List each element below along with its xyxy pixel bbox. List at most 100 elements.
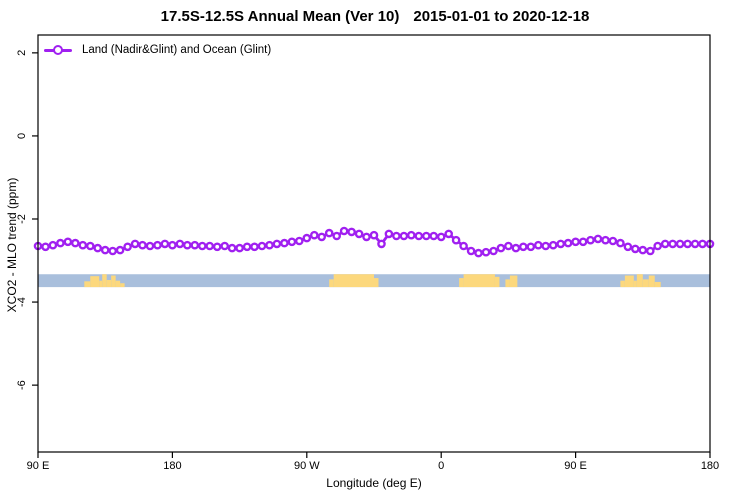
data-point-marker xyxy=(347,227,356,237)
data-point-marker xyxy=(153,240,162,250)
y-tick-label: -4 xyxy=(16,297,28,307)
data-point-marker xyxy=(71,238,80,248)
land-patch-australia-west-end xyxy=(90,276,100,288)
y-tick-label: 0 xyxy=(16,133,28,139)
data-point-marker xyxy=(646,246,655,256)
data-point-marker xyxy=(451,235,461,245)
data-point-marker xyxy=(63,237,73,247)
land-patch-australia-east-end xyxy=(624,275,634,288)
data-point-marker xyxy=(541,241,551,251)
data-point-marker xyxy=(182,240,192,250)
data-point-marker xyxy=(93,243,102,253)
data-point-marker xyxy=(324,228,334,238)
land-patch-australia-west-end xyxy=(111,275,116,288)
data-point-marker xyxy=(115,245,125,255)
data-point-marker xyxy=(631,244,640,254)
land-patch-australia-west-end xyxy=(99,280,103,288)
land-patch-australia-east-end xyxy=(648,275,655,288)
data-point-marker xyxy=(623,242,633,252)
legend-label: Land (Nadir&Glint) and Ocean (Glint) xyxy=(82,44,272,56)
x-axis-title: Longitude (deg E) xyxy=(326,476,422,490)
x-tick-label: 90 E xyxy=(27,460,50,472)
data-point-marker xyxy=(250,242,259,252)
data-point-marker xyxy=(608,236,618,246)
land-patch-australia-west-end xyxy=(102,274,107,288)
data-point-marker xyxy=(660,239,670,249)
data-point-marker xyxy=(496,243,506,253)
data-point-marker xyxy=(429,231,439,241)
data-point-marker xyxy=(421,231,431,241)
data-point-marker xyxy=(86,241,95,251)
data-point-marker xyxy=(414,231,424,241)
data-point-marker xyxy=(504,241,513,251)
land-patch-australia-east-end xyxy=(654,281,661,288)
data-point-marker xyxy=(227,243,237,253)
x-tick-label: 180 xyxy=(163,460,181,472)
data-point-marker xyxy=(332,231,342,241)
data-point-marker xyxy=(638,245,648,255)
land-patch-australia-west-end xyxy=(84,281,91,288)
data-point-marker xyxy=(511,243,521,253)
data-point-marker xyxy=(384,229,394,239)
legend-line-sample xyxy=(44,44,72,56)
y-tick-label: -2 xyxy=(16,214,28,224)
data-point-marker xyxy=(197,241,207,251)
chart-title: 17.5S-12.5S Annual Mean (Ver 10) 2015-01-… xyxy=(0,8,750,25)
data-point-marker xyxy=(100,245,110,255)
x-tick-label: 180 xyxy=(701,460,719,472)
land-patch-south-america xyxy=(329,279,334,288)
y-tick-label: -6 xyxy=(16,380,28,390)
land-patch-africa xyxy=(459,278,464,288)
data-point-marker xyxy=(265,240,274,250)
data-point-marker xyxy=(444,229,454,239)
land-patch-australia-west-end xyxy=(120,283,125,288)
data-point-marker xyxy=(459,241,468,251)
data-point-marker xyxy=(242,242,252,252)
chart-title-range: 17.5S-12.5S Annual Mean (Ver 10) xyxy=(160,8,400,25)
land-patch-madagascar xyxy=(509,275,518,288)
land-patch-africa xyxy=(463,274,495,288)
x-tick-label: 90 W xyxy=(294,460,320,472)
data-point-marker xyxy=(586,235,595,245)
plot-box xyxy=(37,34,711,453)
data-point-marker xyxy=(548,240,558,250)
land-patch-australia-east-end xyxy=(620,280,625,288)
data-point-marker xyxy=(563,238,573,248)
data-point-marker xyxy=(287,237,297,247)
data-point-marker xyxy=(534,240,543,250)
land-patch-africa xyxy=(494,276,500,288)
data-point-marker xyxy=(377,239,386,249)
data-point-marker xyxy=(690,239,700,249)
data-point-marker xyxy=(369,230,379,240)
legend: Land (Nadir&Glint) and Ocean (Glint) xyxy=(44,44,271,56)
data-point-marker xyxy=(145,241,155,251)
data-point-marker xyxy=(668,239,678,249)
data-point-marker xyxy=(474,248,483,258)
data-point-marker xyxy=(160,239,170,249)
data-point-marker xyxy=(466,246,476,256)
data-point-marker xyxy=(257,241,267,251)
data-point-marker xyxy=(601,235,610,245)
land-patch-south-america xyxy=(333,274,374,288)
data-point-marker xyxy=(48,240,58,250)
data-point-marker xyxy=(212,242,222,252)
data-point-marker xyxy=(526,242,536,252)
data-point-marker xyxy=(578,237,588,247)
data-point-marker xyxy=(675,239,685,249)
data-point-marker xyxy=(205,241,214,251)
land-patch-south-america xyxy=(374,278,379,288)
data-point-marker xyxy=(220,241,229,251)
data-point-marker xyxy=(362,232,371,242)
data-point-marker xyxy=(406,230,416,240)
data-point-marker xyxy=(138,240,147,250)
data-point-marker xyxy=(489,246,498,256)
data-point-marker xyxy=(168,240,177,250)
land-patch-australia-west-end xyxy=(115,280,121,288)
data-point-marker xyxy=(399,231,409,241)
land-patch-australia-east-end xyxy=(636,274,643,288)
data-point-marker xyxy=(294,236,304,246)
x-tick-label: 90 E xyxy=(564,460,587,472)
data-point-marker xyxy=(130,239,140,249)
